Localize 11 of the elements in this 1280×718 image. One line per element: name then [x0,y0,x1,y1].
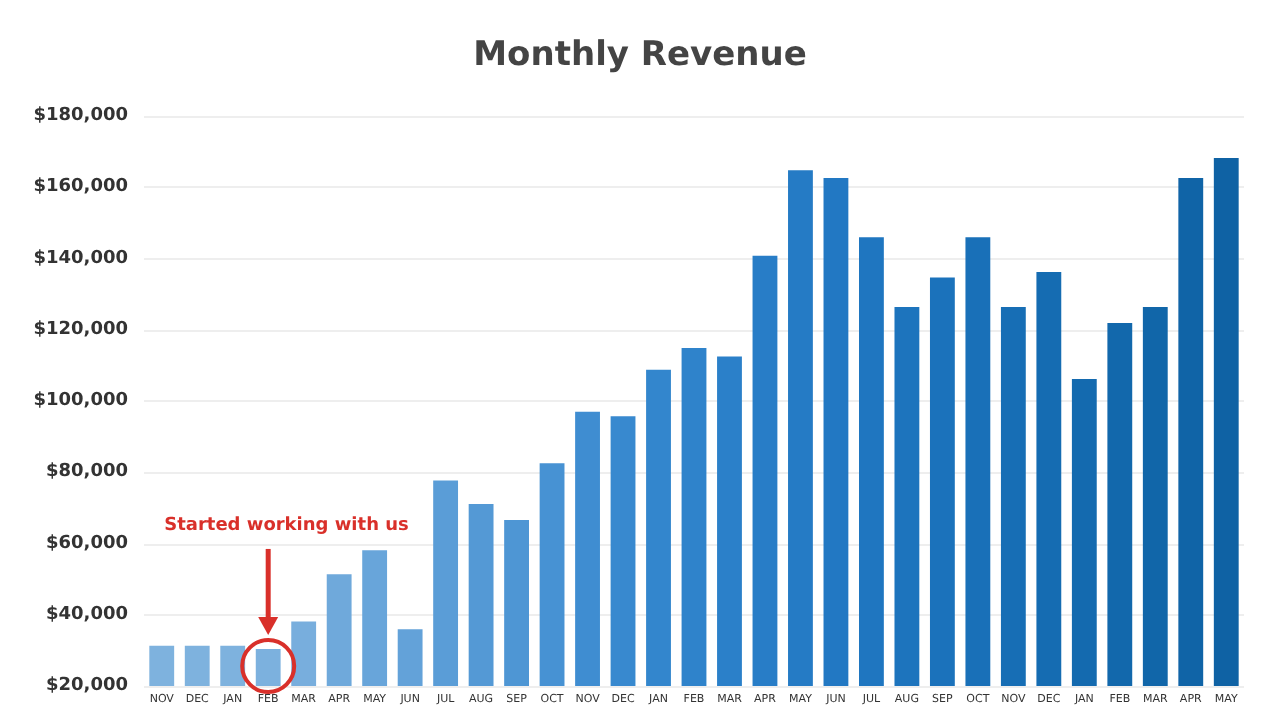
y-tick-label: $120,000 [33,319,128,340]
y-tick-label: $40,000 [46,604,128,625]
y-tick-label: $160,000 [33,177,128,198]
y-tick-label: $140,000 [33,248,128,269]
y-tick-label: $180,000 [33,106,128,126]
y-tick-label: $80,000 [46,462,128,483]
chart-title: Monthly Revenue [473,35,807,75]
y-tick-label: $20,000 [46,676,128,696]
annotation: Started working with us [164,515,409,536]
y-tick-label: $100,000 [33,391,128,411]
y-tick-label: $60,000 [46,533,128,554]
